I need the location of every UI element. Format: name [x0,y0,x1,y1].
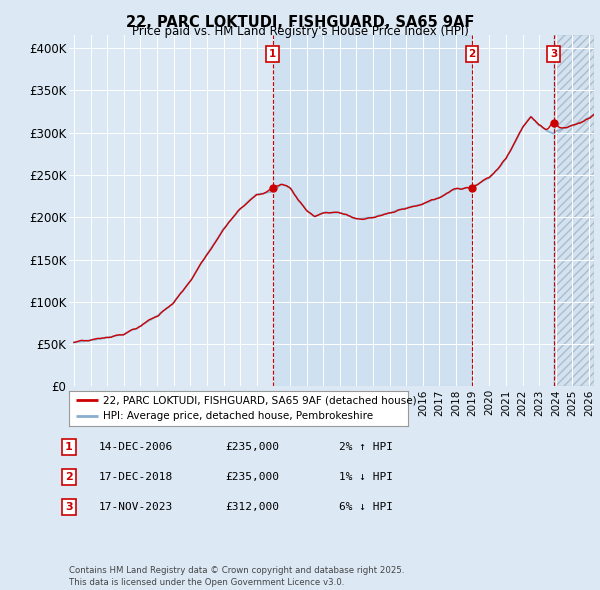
Text: 1: 1 [269,49,276,59]
Text: 2: 2 [468,49,476,59]
Text: 2% ↑ HPI: 2% ↑ HPI [339,442,393,451]
Text: 2: 2 [65,472,73,481]
Text: 17-NOV-2023: 17-NOV-2023 [99,502,173,512]
Text: Contains HM Land Registry data © Crown copyright and database right 2025.
This d: Contains HM Land Registry data © Crown c… [69,566,404,587]
Text: 3: 3 [65,502,73,512]
Text: £235,000: £235,000 [225,472,279,481]
Text: 22, PARC LOKTUDI, FISHGUARD, SA65 9AF: 22, PARC LOKTUDI, FISHGUARD, SA65 9AF [126,15,474,30]
Text: 22, PARC LOKTUDI, FISHGUARD, SA65 9AF (detached house): 22, PARC LOKTUDI, FISHGUARD, SA65 9AF (d… [103,395,416,405]
Text: 3: 3 [550,49,557,59]
Text: £235,000: £235,000 [225,442,279,451]
Text: 1: 1 [65,442,73,451]
Text: 1% ↓ HPI: 1% ↓ HPI [339,472,393,481]
Text: 6% ↓ HPI: 6% ↓ HPI [339,502,393,512]
Bar [554,35,594,386]
Text: 17-DEC-2018: 17-DEC-2018 [99,472,173,481]
Text: HPI: Average price, detached house, Pembrokeshire: HPI: Average price, detached house, Pemb… [103,411,373,421]
Text: 14-DEC-2006: 14-DEC-2006 [99,442,173,451]
Text: Price paid vs. HM Land Registry's House Price Index (HPI): Price paid vs. HM Land Registry's House … [131,25,469,38]
Text: £312,000: £312,000 [225,502,279,512]
Bar [554,35,594,386]
Bar [272,35,472,386]
